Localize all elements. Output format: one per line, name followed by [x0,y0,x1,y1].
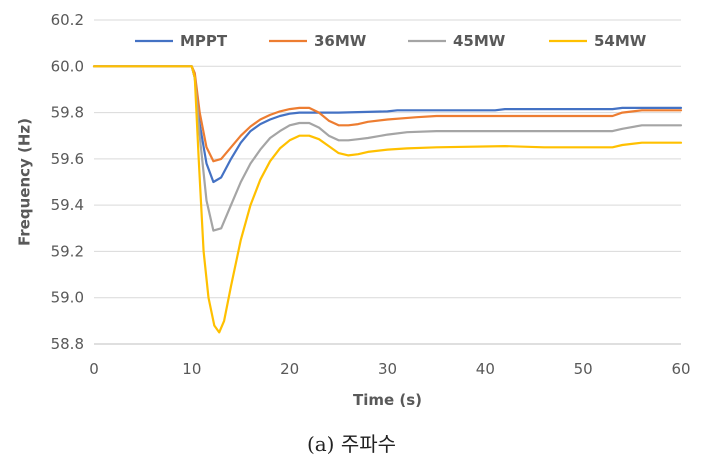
y-tick-label: 59.2 [51,242,84,260]
x-tick-label: 20 [280,360,299,378]
legend-label-36mw: 36MW [314,32,367,50]
legend-label-mppt: MPPT [180,32,228,50]
y-tick-label: 58.8 [51,335,84,353]
y-tick-label: 59.8 [51,104,84,122]
series-line-mppt [92,65,683,184]
y-tick-labels: 58.8 59.0 59.2 59.4 59.6 59.8 60.0 60.2 [51,11,84,353]
x-tick-label: 0 [89,360,99,378]
gridlines [94,19,681,299]
series-line-36mw [92,65,683,163]
x-tick-label: 10 [182,360,201,378]
y-axis-title: Frequency (Hz) [15,118,33,246]
legend-label-45mw: 45MW [453,32,506,50]
legend: MPPT 36MW 45MW 54MW [135,32,647,50]
legend-label-54mw: 54MW [594,32,647,50]
x-tick-label: 30 [378,360,397,378]
x-tick-label: 40 [476,360,495,378]
series-lines [92,65,683,334]
y-tick-label: 59.6 [51,150,84,168]
x-tick-label: 60 [671,360,690,378]
x-axis-title: Time (s) [353,391,422,409]
y-tick-label: 59.4 [51,196,84,214]
y-tick-label: 60.0 [51,57,84,75]
figure-caption: (a) 주파수 [306,432,397,456]
series-line-45mw [92,65,683,232]
x-tick-labels: 0 10 20 30 40 50 60 [89,360,690,378]
y-tick-label: 60.2 [51,11,84,29]
series-line-54mw [92,65,683,334]
y-tick-label: 59.0 [51,289,84,307]
frequency-chart: 58.8 59.0 59.2 59.4 59.6 59.8 60.0 60.2 0 10 20 30… [15,11,690,409]
x-tick-label: 50 [574,360,593,378]
